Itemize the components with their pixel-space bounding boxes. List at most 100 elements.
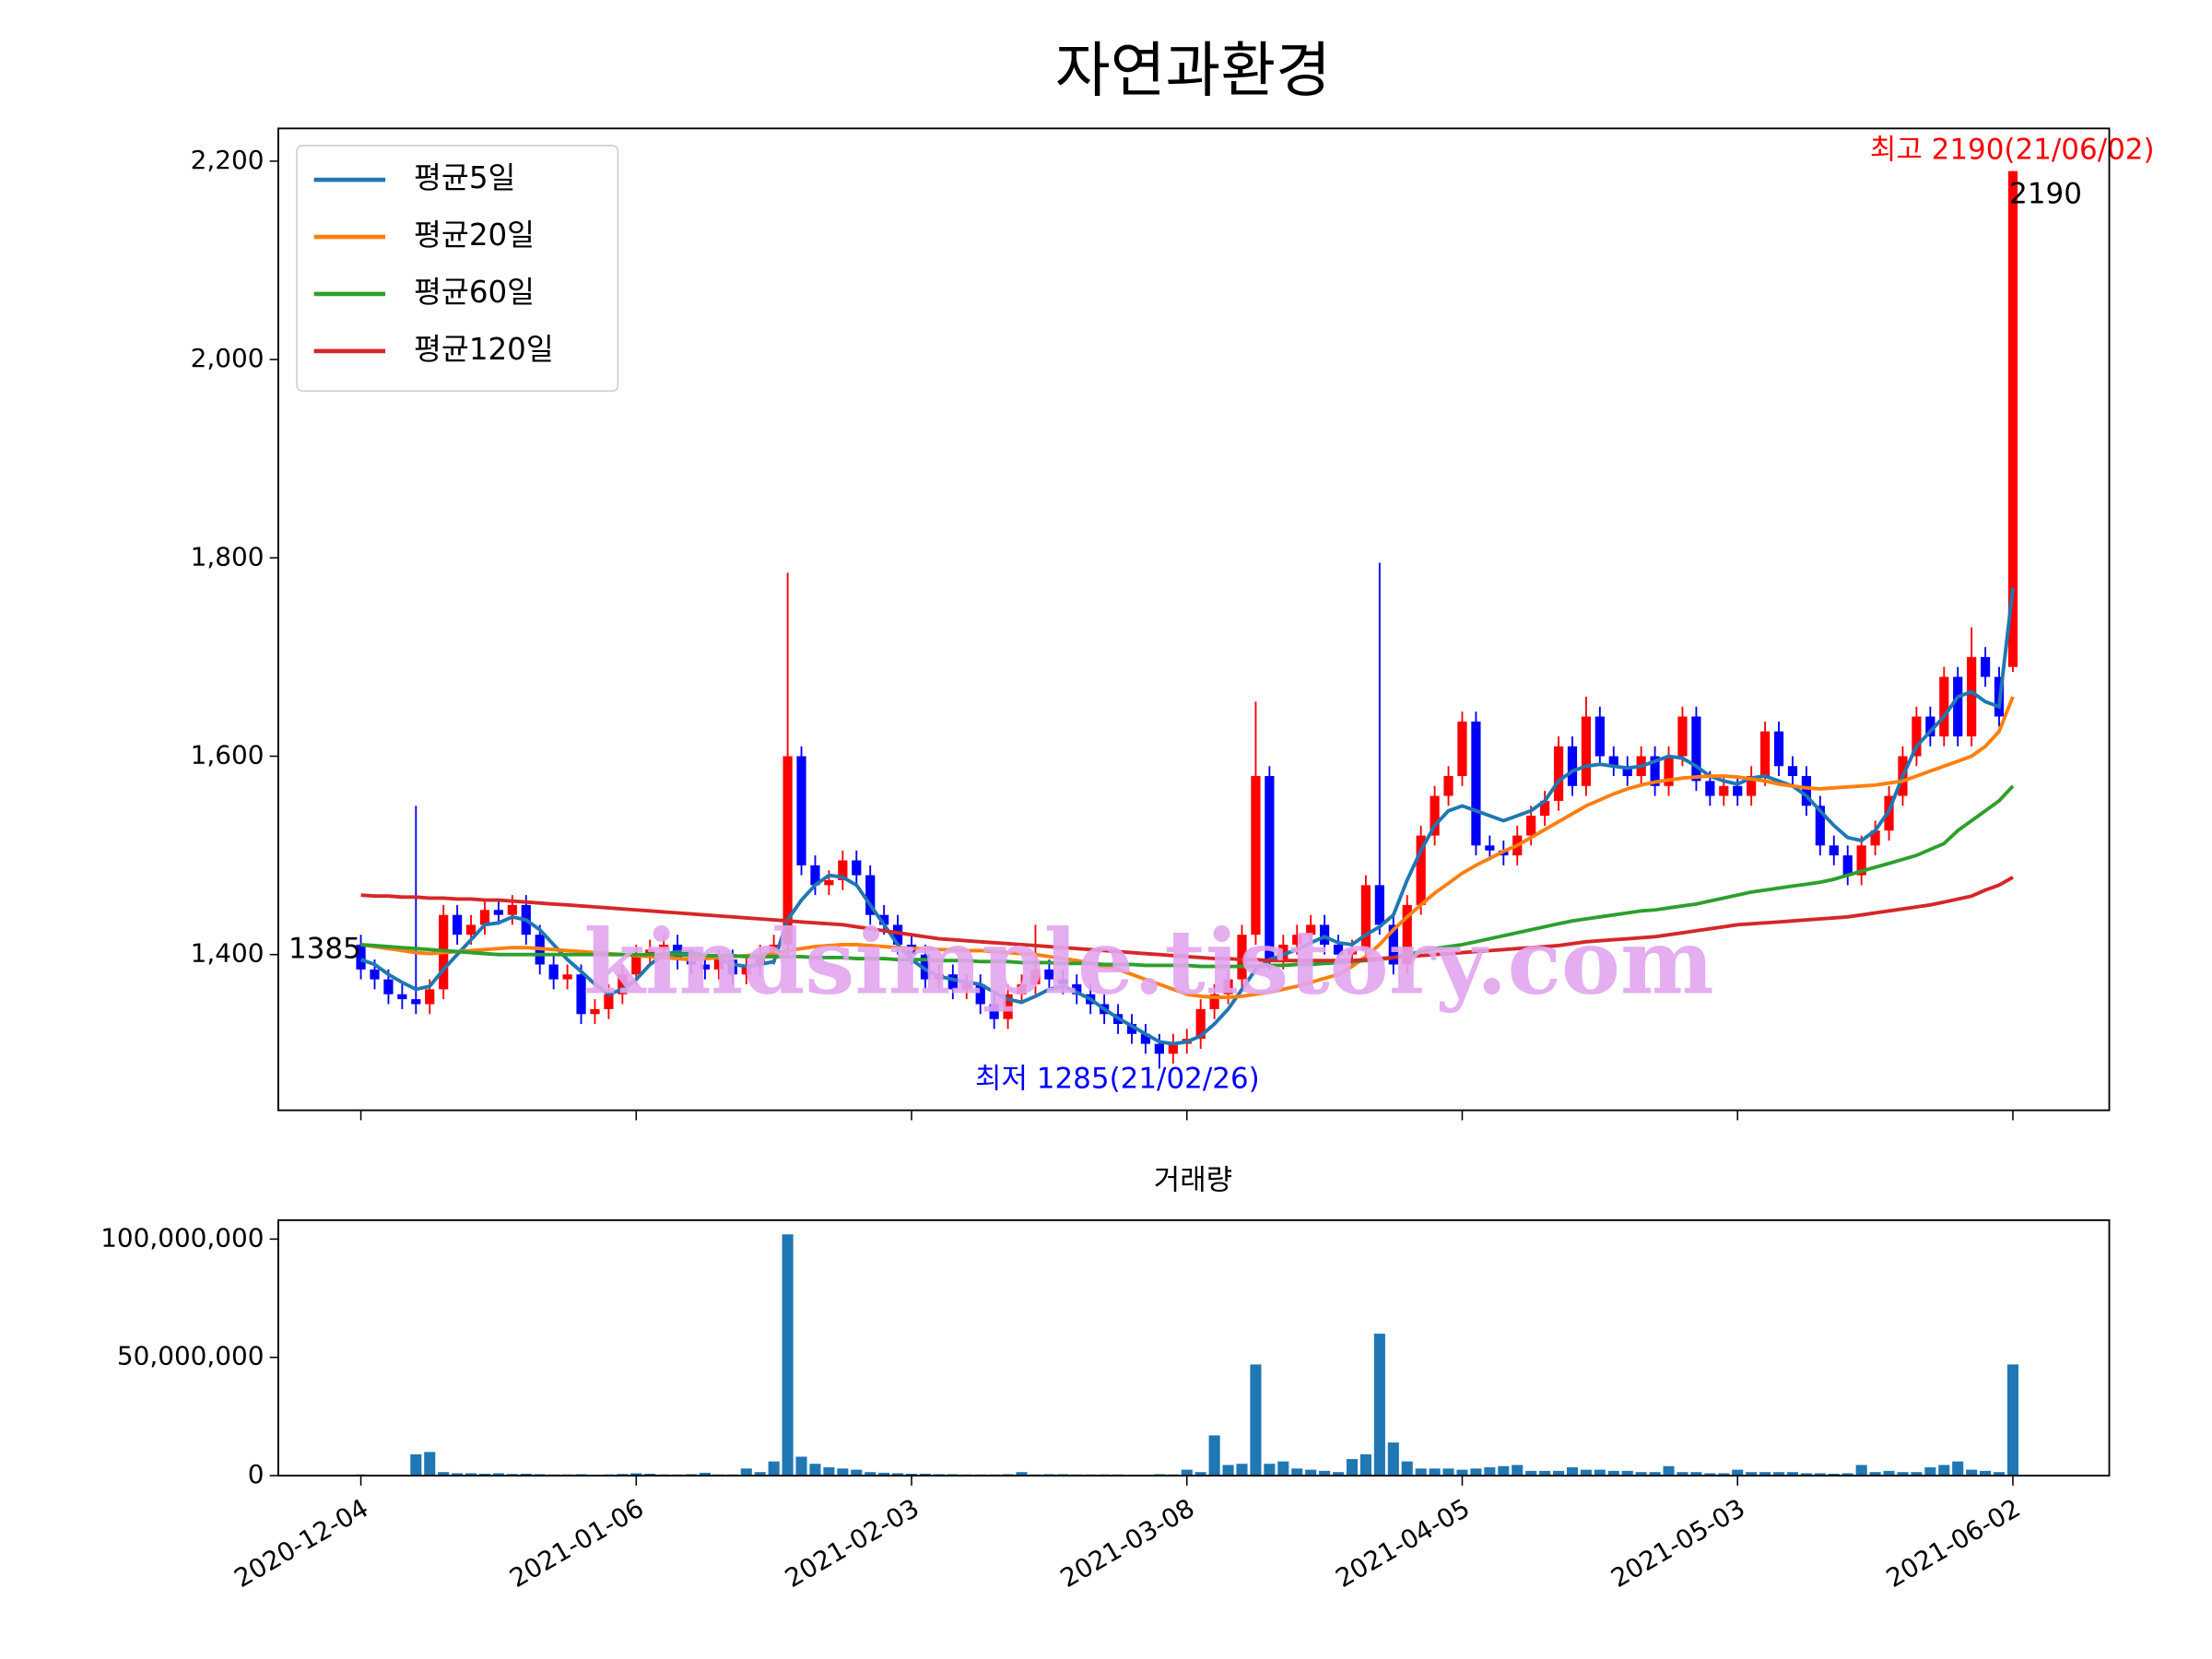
volume-bar [1277, 1461, 1289, 1477]
candle-body [1747, 776, 1757, 796]
candle-body [411, 999, 421, 1005]
volume-bar [1814, 1473, 1826, 1477]
candle-body [769, 944, 779, 955]
candle-body [618, 974, 628, 994]
volume-bar [754, 1472, 766, 1477]
candle-body [1265, 776, 1275, 960]
axes-frame [277, 1218, 2111, 1477]
candle-body [838, 860, 848, 881]
candle-body [1374, 885, 1384, 925]
candle-body [1773, 731, 1784, 767]
volume-bar [1346, 1459, 1359, 1477]
y-tick-label: 100,000,000 [100, 1222, 264, 1253]
candle-body [1815, 806, 1825, 846]
candle-body [1443, 776, 1453, 796]
candle-body [576, 974, 586, 1015]
candle-body [1168, 1043, 1178, 1054]
candle-body [590, 1008, 600, 1015]
candle-body [741, 964, 751, 975]
candle-body [1306, 924, 1316, 935]
volume-bar [1387, 1442, 1399, 1477]
candle-body [356, 944, 366, 970]
candle-body [1870, 830, 1880, 846]
candle-body [1402, 904, 1412, 965]
volume-bar [1594, 1469, 1606, 1477]
candle-body [562, 974, 572, 980]
candle-body [1787, 766, 1798, 777]
legend-label: 평균20일 [414, 218, 535, 253]
candle-body [645, 949, 655, 955]
candle-body [1223, 979, 1233, 994]
candle-body [1925, 716, 1936, 736]
volume-bar [1759, 1472, 1771, 1477]
volume-bar [410, 1453, 422, 1477]
last-value-label: 2190 [2009, 178, 2082, 211]
candle-body [631, 954, 641, 975]
candle-body [1553, 746, 1564, 801]
candle-body [1622, 766, 1632, 777]
first-value-label: 1385 [288, 933, 361, 966]
candle-body [1126, 1024, 1137, 1034]
volume-bar [1498, 1465, 1510, 1477]
max-annotation: 최고 2190(21/06/02) [1870, 134, 2155, 167]
volume-bar [1194, 1472, 1206, 1477]
volume-bar [438, 1472, 450, 1477]
min-annotation: 최저 1285(21/02/26) [975, 1063, 1260, 1096]
candle-body [1017, 983, 1027, 994]
volume-bar [1359, 1453, 1371, 1477]
volume-bar [1429, 1468, 1441, 1477]
volume-bar [452, 1473, 464, 1477]
y-tick-label: 0 [248, 1459, 265, 1489]
volume-bar [1456, 1469, 1468, 1477]
volume-bar [1208, 1435, 1220, 1477]
volume-bar [1607, 1470, 1619, 1477]
candle-body [1278, 944, 1288, 960]
volume-bar [851, 1469, 863, 1477]
volume-bar [1663, 1465, 1675, 1477]
candle-body [1140, 1033, 1151, 1044]
candle-body [397, 994, 407, 1000]
candle-body [947, 974, 958, 990]
candle-body [1759, 731, 1771, 777]
candle-body [713, 959, 724, 970]
y-tick-label: 1,600 [191, 739, 265, 770]
candle-body [1677, 716, 1688, 757]
candle-body [1664, 756, 1674, 786]
candle-body [479, 910, 490, 925]
volume-bar [878, 1472, 890, 1477]
candle-body [1733, 785, 1743, 796]
watermark: kindsimple.tistory.com [583, 911, 1713, 1015]
volume-bar [1993, 1472, 2006, 1477]
candle-body [1567, 746, 1578, 786]
candle-body [1967, 656, 1977, 736]
volume-bar [1772, 1472, 1785, 1477]
candle-body [1209, 994, 1219, 1009]
volume-bar [1484, 1467, 1496, 1477]
candle-body [1347, 949, 1358, 955]
candle-body [824, 880, 834, 886]
candle-body [1471, 721, 1481, 846]
volume-bar [740, 1468, 752, 1477]
candle-body [1195, 1008, 1206, 1040]
candle-body [1705, 781, 1715, 796]
volume-bar [1291, 1468, 1303, 1477]
candle-body [879, 914, 889, 925]
candle-body [892, 924, 903, 945]
candle-body [383, 979, 394, 994]
candle-body [810, 865, 820, 886]
candle-body [1360, 885, 1371, 950]
candle-body [1939, 677, 1949, 736]
legend-label: 평균60일 [414, 275, 535, 310]
volume-bar [1704, 1473, 1716, 1477]
volume-bar [1566, 1467, 1579, 1477]
candle-body [1719, 785, 1729, 796]
candle-body [1691, 716, 1701, 782]
candle-body [1072, 983, 1082, 994]
volume-bar [1236, 1464, 1248, 1477]
candle-body [782, 756, 793, 945]
candle-body [1953, 677, 1963, 736]
volume-bar [630, 1473, 642, 1477]
legend-label: 평균5일 [414, 160, 515, 195]
volume-bar [1841, 1473, 1853, 1477]
